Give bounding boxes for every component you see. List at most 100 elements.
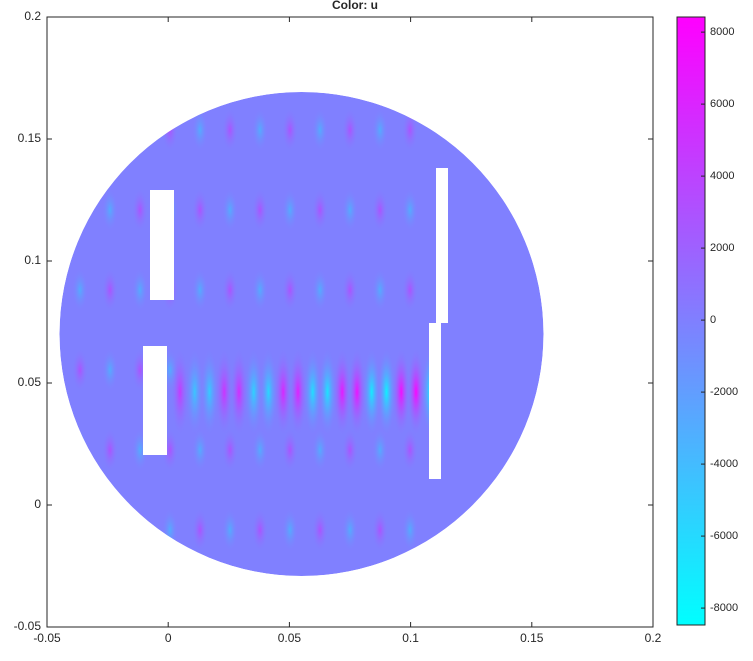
wave-ripple (72, 188, 88, 232)
wave-ripple (252, 428, 268, 472)
colorbar-tick-label: -6000 (710, 530, 738, 542)
wave-ripple (222, 268, 238, 312)
x-tick-label: 0.2 (645, 631, 662, 645)
colorbar-tick-label: 8000 (710, 26, 734, 38)
colorbar (676, 16, 706, 626)
wave-ripple (252, 268, 268, 312)
chart-title: Color: u (332, 0, 378, 12)
wave-ripple (192, 508, 208, 552)
x-tick-label: -0.05 (33, 631, 61, 645)
wave-ripple (282, 268, 298, 312)
wave-ripple (372, 188, 388, 232)
colorbar-tick-label: 0 (710, 314, 716, 326)
wave-trough (362, 347, 381, 437)
wave-ripple (342, 188, 358, 232)
colorbar-tick-label: -4000 (710, 458, 738, 470)
colorbar-tick-label: 6000 (710, 98, 734, 110)
y-tick-label: 0.05 (18, 375, 42, 389)
wave-ripple (192, 108, 208, 152)
x-tick-label: 0.1 (402, 631, 419, 645)
wave-ripple (102, 428, 118, 472)
y-tick-label: 0.1 (24, 253, 41, 267)
wave-crest (407, 347, 425, 437)
wave-ripple (312, 268, 328, 312)
wave-ripple (402, 428, 418, 472)
wave-ripple (102, 108, 118, 152)
wave-ripple (102, 348, 118, 392)
y-tick-label: 0.2 (24, 9, 41, 23)
x-tick-label: 0.05 (278, 631, 302, 645)
wave-trough (244, 347, 263, 437)
wave-ripple (342, 108, 358, 152)
wave-ripple (312, 428, 328, 472)
wave-crest (318, 347, 337, 437)
plot-frame (46, 16, 654, 628)
wave-trough (274, 347, 293, 437)
wave-ripple (312, 188, 328, 232)
wave-ripple (252, 188, 268, 232)
wave-ripple (402, 508, 418, 552)
wave-ripple (312, 508, 328, 552)
wave-trough (185, 347, 204, 437)
wave-ripple (222, 508, 238, 552)
wave-ripple (222, 108, 238, 152)
y-tick-label: -0.05 (14, 619, 42, 633)
wave-trough (303, 347, 322, 437)
wave-ripple (72, 348, 88, 392)
wave-ripple (342, 508, 358, 552)
wave-ripple (372, 508, 388, 552)
wave-crest (289, 347, 307, 437)
wave-ripple (132, 108, 148, 152)
wave-ripple (252, 108, 268, 152)
wave-ripple (282, 428, 298, 472)
wave-ripple (222, 428, 238, 472)
y-tick-label: 0 (34, 497, 41, 511)
wave-ripple (72, 108, 88, 152)
wave-ripple (132, 188, 148, 232)
field (59, 92, 544, 576)
colorbar-tick-label: 4000 (710, 170, 734, 182)
wave-ripple (192, 188, 208, 232)
wave-ripple (372, 428, 388, 472)
wave-ripple (102, 188, 118, 232)
wave-ripple (252, 508, 268, 552)
wave-ripple (402, 108, 418, 152)
wave-ripple (342, 268, 358, 312)
wave-crest (230, 347, 248, 437)
wave-trough (392, 347, 411, 437)
wave-ripple (402, 268, 418, 312)
wave-crest (200, 347, 219, 437)
colorbar-tick-label: 2000 (710, 242, 734, 254)
wave-ripple (282, 188, 298, 232)
wave-ripple (402, 188, 418, 232)
wave-ripple (162, 108, 178, 152)
wave-ripple (132, 508, 148, 552)
wave-ripple (282, 108, 298, 152)
wave-trough (215, 347, 234, 437)
wave-ripple (222, 188, 238, 232)
wave-ripple (372, 108, 388, 152)
colorbar-tick-label: -8000 (710, 602, 738, 614)
wave-ripple (312, 108, 328, 152)
wave-ripple (282, 508, 298, 552)
wave-crest (377, 347, 396, 437)
x-tick-label: 0 (165, 631, 172, 645)
wave-ripple (72, 428, 88, 472)
wave-ripple (372, 268, 388, 312)
colorbar-tick-label: -2000 (710, 386, 738, 398)
wave-trough (333, 347, 352, 437)
wave-crest (348, 347, 366, 437)
wave-ripple (162, 508, 178, 552)
wave-ripple (192, 268, 208, 312)
wave-ripple (132, 268, 148, 312)
x-tick-label: 0.15 (520, 631, 544, 645)
wave-ripple (102, 508, 118, 552)
y-tick-label: 0.15 (18, 131, 42, 145)
wave-crest (259, 347, 278, 437)
obstacles (143, 168, 448, 479)
wave-ripple (102, 268, 118, 312)
wave-ripple (342, 428, 358, 472)
wave-ripple (72, 268, 88, 312)
wave-ripple (192, 428, 208, 472)
